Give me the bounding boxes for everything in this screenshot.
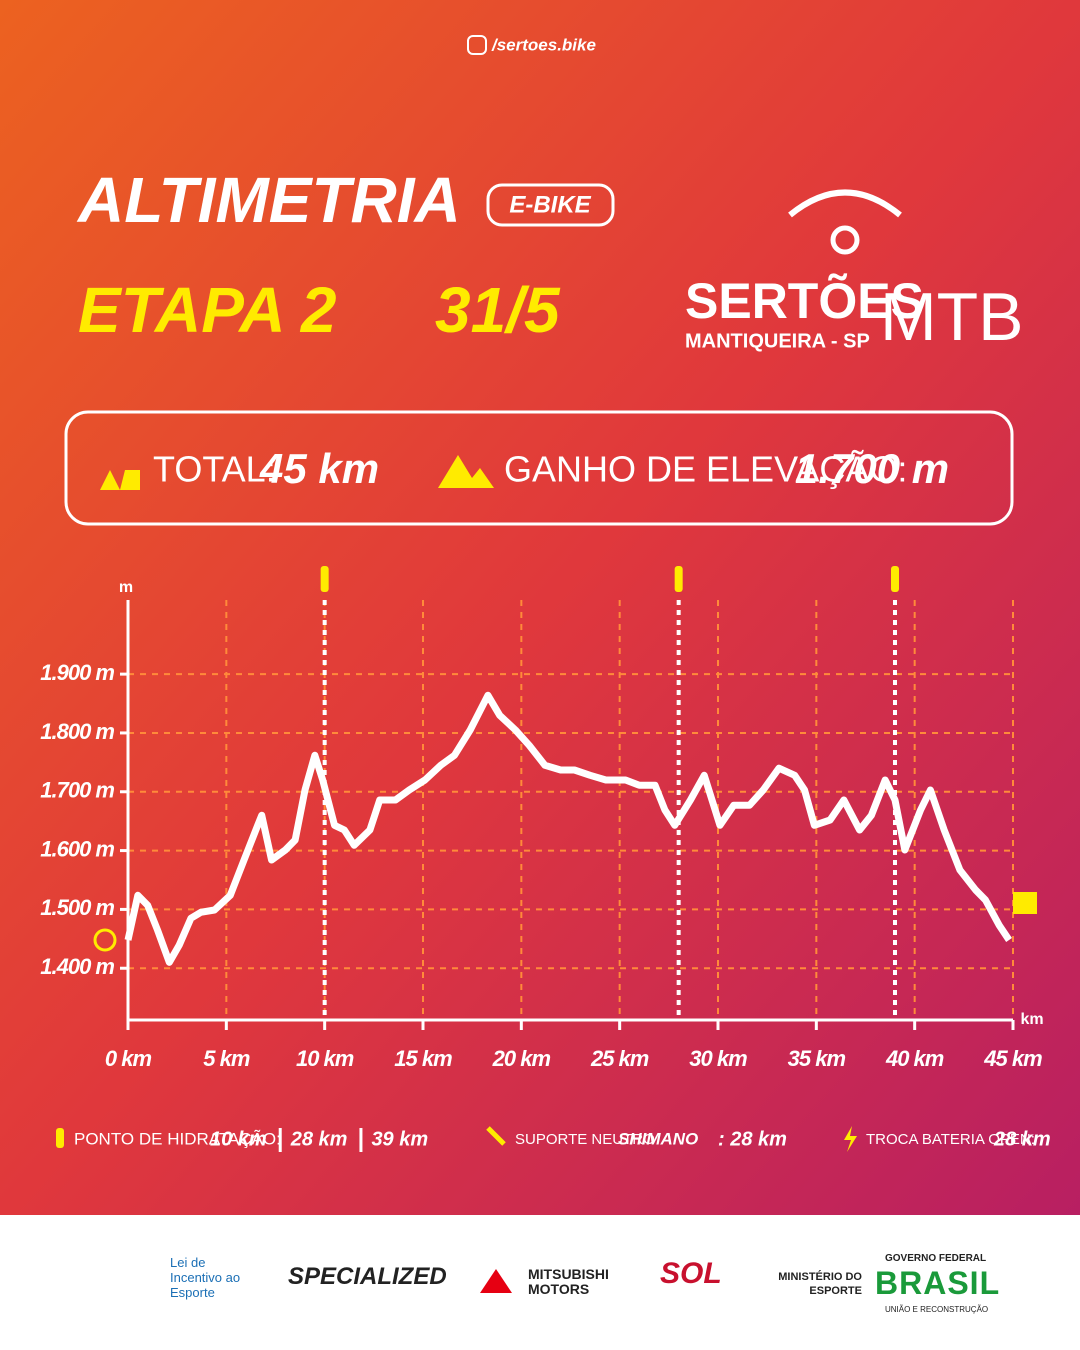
hydration-value: 10 km — [210, 1128, 267, 1150]
mitsubishi-icon — [480, 1269, 512, 1293]
bottle-icon — [320, 566, 329, 592]
sponsor-brasil: BRASIL — [875, 1265, 1001, 1301]
sponsor-bar: Lei de Incentivo ao Esporte SPECIALIZED … — [0, 1215, 1080, 1350]
gain-value: 1.700 m — [795, 445, 949, 492]
x-tick-label: 40 km — [885, 1046, 944, 1071]
date: 31/5 — [435, 274, 561, 346]
route-icon — [100, 470, 140, 490]
hydration-value: 39 km — [371, 1128, 428, 1150]
y-tick-label: 1.900 m — [40, 660, 114, 685]
logo-sub: MANTIQUEIRA - SP — [685, 330, 870, 352]
start-icon — [93, 928, 117, 952]
hydration-value: 28 km — [290, 1128, 348, 1150]
sponsor-ministerio: MINISTÉRIO DO ESPORTE — [778, 1271, 862, 1297]
background — [0, 0, 1080, 1215]
title: ALTIMETRIA — [76, 164, 461, 236]
logo-sun — [788, 189, 902, 218]
sponsor-mitsubishi: MITSUBISHI MOTORS — [528, 1266, 609, 1297]
x-unit: km — [1020, 1011, 1043, 1028]
support-value: : 28 km — [718, 1128, 787, 1150]
sponsor-uniao: UNIÃO E RECONSTRUÇÃO — [885, 1305, 989, 1314]
y-unit: m — [119, 579, 133, 596]
x-tick-label: 5 km — [203, 1046, 250, 1071]
x-tick-label: 20 km — [492, 1046, 551, 1071]
logo-gear — [830, 225, 860, 255]
bottle-icon — [891, 566, 899, 592]
poster-art: /sertoes.bike ALTIMETRIA E-BIKE ETAPA 2 … — [0, 0, 1080, 1215]
y-tick-label: 1.500 m — [40, 895, 114, 920]
separator — [278, 1128, 282, 1152]
finish-flag — [1013, 892, 1037, 914]
badge-frame — [486, 183, 615, 227]
y-tick-label: 1.600 m — [40, 836, 114, 861]
instagram-icon — [467, 35, 487, 55]
x-tick-label: 10 km — [296, 1046, 354, 1071]
sponsor-specialized: SPECIALIZED — [288, 1263, 447, 1290]
battery-value: 28 km — [993, 1128, 1051, 1150]
sponsor-sol: SOL — [660, 1257, 722, 1290]
x-tick-label: 35 km — [788, 1046, 846, 1071]
y-tick-label: 1.800 m — [40, 719, 114, 744]
logo-mtb: MTB — [880, 279, 1024, 355]
stats-frame — [64, 410, 1014, 526]
battery-label: TROCA BATERIA OPEN: — [866, 1131, 1035, 1148]
badge: E-BIKE — [509, 191, 591, 218]
legend: PONTO DE HIDRATAÇÃO: SUPORTE NEUTRO SHIM… — [56, 1126, 1051, 1152]
total-value: 45 km — [259, 445, 379, 492]
stage: ETAPA 2 — [78, 274, 336, 346]
wrench-icon — [486, 1126, 506, 1146]
bottle-icon — [56, 1128, 64, 1148]
mountain-icon — [438, 455, 494, 488]
hydration-label: PONTO DE HIDRATAÇÃO: — [74, 1129, 281, 1148]
x-tick-label: 0 km — [105, 1046, 152, 1071]
support-brand: SHIMANO — [618, 1129, 698, 1148]
x-tick-label: 25 km — [590, 1046, 649, 1071]
sponsor-lei: Lei de Incentivo ao Esporte — [170, 1255, 241, 1300]
y-tick-label: 1.400 m — [40, 954, 114, 979]
elevation-line — [124, 691, 1012, 966]
x-tick-label: 30 km — [689, 1046, 747, 1071]
support-label: SUPORTE NEUTRO — [515, 1131, 655, 1148]
handle: /sertoes.bike — [491, 35, 596, 54]
separator — [359, 1128, 363, 1152]
bolt-icon — [844, 1126, 857, 1152]
sponsor-gov: GOVERNO FEDERAL — [885, 1253, 987, 1264]
bottle-icon — [674, 566, 683, 592]
logo-main: SERTÕES — [685, 272, 924, 329]
gain-label: GANHO DE ELEVAÇÃO: — [504, 449, 907, 490]
x-tick-label: 45 km — [983, 1046, 1042, 1071]
y-tick-label: 1.700 m — [40, 778, 114, 803]
total-label: TOTAL: — [153, 449, 276, 490]
x-tick-label: 15 km — [394, 1046, 452, 1071]
